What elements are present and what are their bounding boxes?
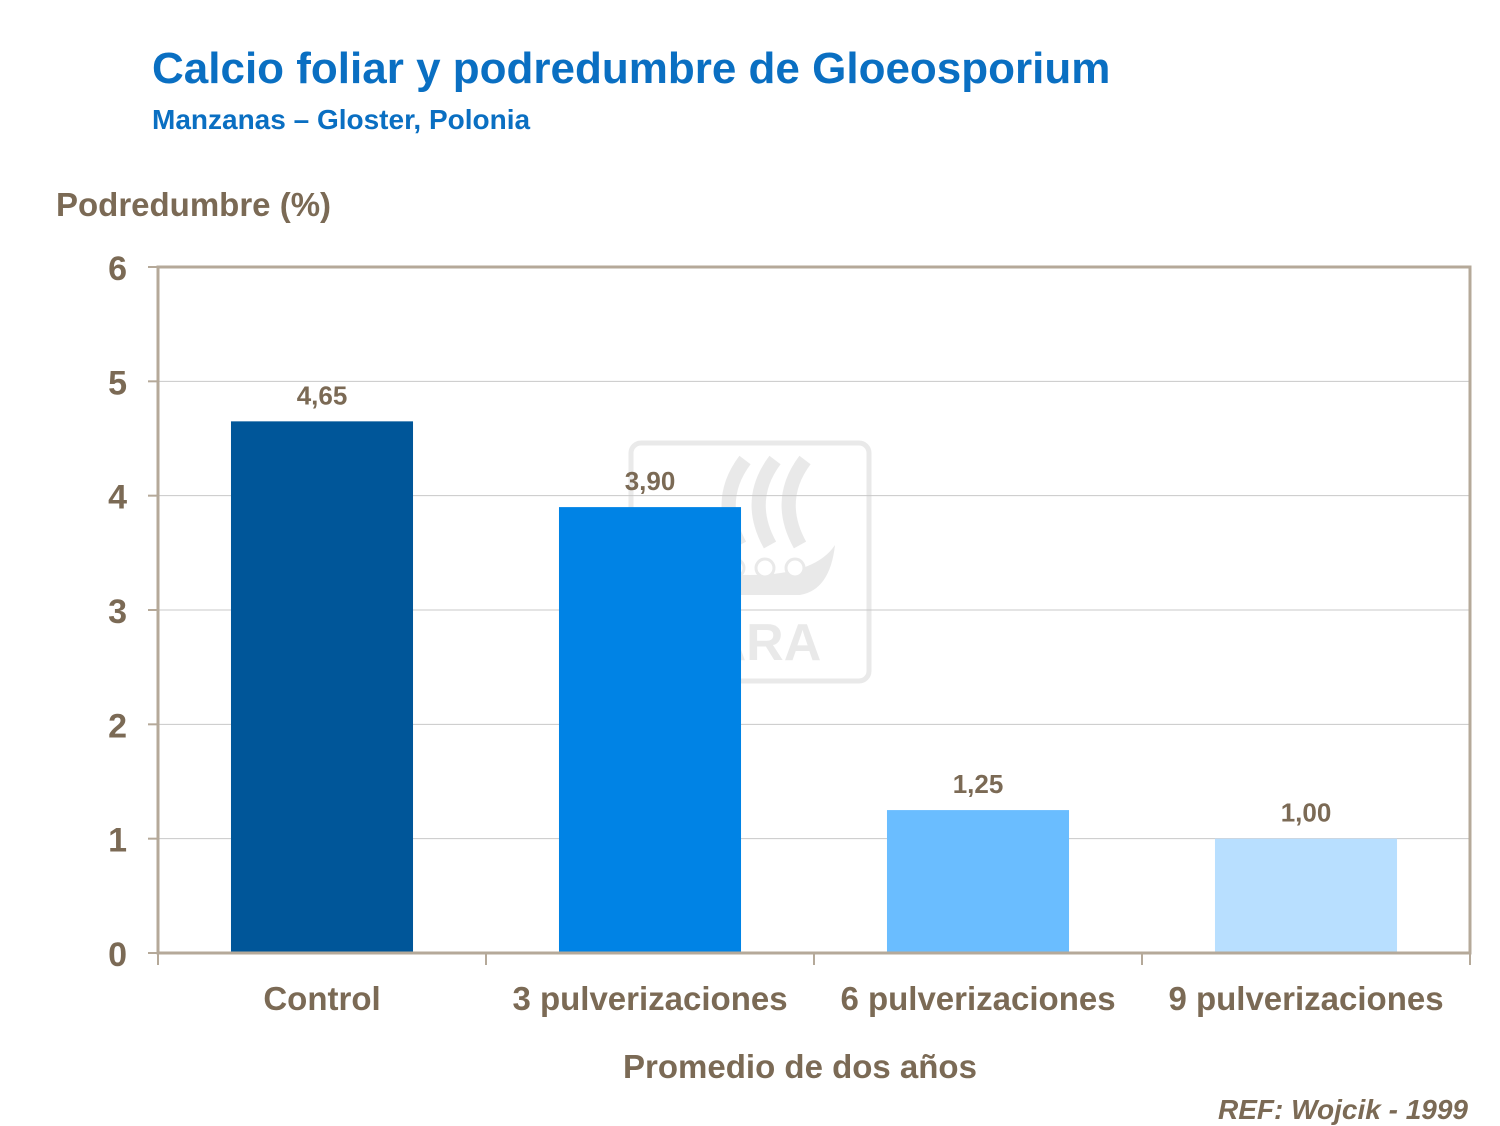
x-tick-label: Control	[263, 980, 380, 1017]
reference-note: REF: Wojcik - 1999	[1217, 1094, 1468, 1125]
bar	[558, 507, 742, 953]
x-tick-label: 6 pulverizaciones	[840, 980, 1115, 1017]
watermark-shield-icon	[754, 557, 776, 579]
chart-subtitle: Manzanas – Gloster, Polonia	[152, 104, 531, 135]
y-tick-label: 5	[108, 364, 127, 402]
x-tick-label: 9 pulverizaciones	[1168, 980, 1443, 1017]
x-axis-label: Promedio de dos años	[623, 1048, 977, 1085]
y-axis-label: Podredumbre (%)	[56, 186, 332, 223]
bar	[886, 810, 1070, 953]
y-tick-label: 2	[108, 707, 127, 745]
watermark-wave-icon	[781, 455, 811, 549]
watermark-shield-icon	[784, 557, 806, 579]
chart-title: Calcio foliar y podredumbre de Gloeospor…	[152, 44, 1111, 93]
data-label: 3,90	[625, 466, 676, 496]
data-label: 4,65	[297, 380, 348, 410]
data-label: 1,00	[1281, 798, 1332, 828]
y-tick-label: 0	[108, 936, 127, 974]
watermark-wave-icon	[751, 455, 781, 549]
bar	[230, 421, 414, 954]
y-tick-label: 6	[108, 250, 127, 288]
y-tick-label: 3	[108, 593, 127, 631]
y-tick-label: 1	[108, 822, 127, 860]
y-tick-label: 4	[108, 479, 127, 517]
bar	[1214, 838, 1398, 953]
x-tick-label: 3 pulverizaciones	[512, 980, 787, 1017]
data-label: 1,25	[953, 769, 1004, 799]
